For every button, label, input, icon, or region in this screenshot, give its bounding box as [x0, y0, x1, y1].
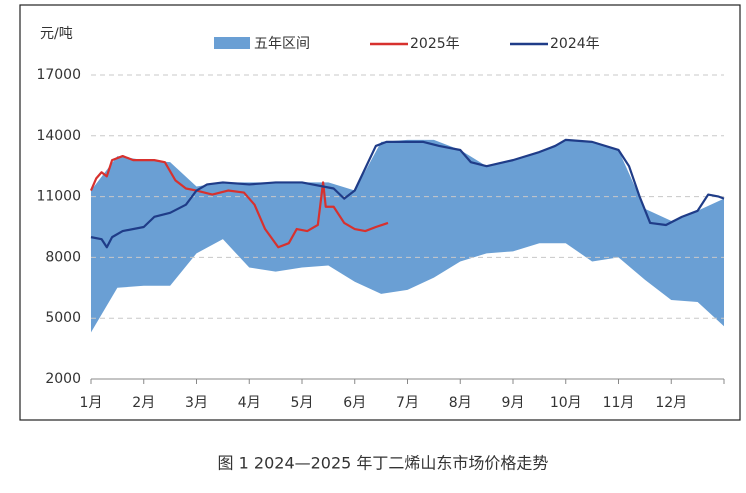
x-tick-label: 3月 [185, 395, 208, 411]
y-tick-label: 8000 [45, 249, 81, 265]
x-tick-label: 5月 [291, 395, 314, 411]
legend-label: 2024年 [550, 36, 600, 52]
x-tick-label: 4月 [238, 395, 261, 411]
y-tick-label: 2000 [45, 371, 81, 387]
line-series [90, 138, 725, 249]
range-band [91, 139, 724, 333]
x-tick-label: 10月 [550, 395, 582, 411]
y-tick-label: 17000 [36, 67, 81, 83]
x-tick-label: 7月 [396, 395, 419, 411]
legend-label: 五年区间 [254, 36, 310, 52]
y-tick-label: 11000 [36, 189, 81, 205]
x-tick-label: 9月 [502, 395, 525, 411]
legend-swatch [214, 37, 250, 49]
x-tick-label: 6月 [343, 395, 366, 411]
x-tick-label: 11月 [603, 395, 635, 411]
y-tick-label: 5000 [45, 310, 81, 326]
x-tick-label: 8月 [449, 395, 472, 411]
x-tick-label: 2月 [132, 395, 155, 411]
y-axis-label: 元/吨 [40, 26, 73, 42]
x-tick-label: 1月 [80, 395, 103, 411]
x-tick-label: 12月 [655, 395, 687, 411]
caption: 图 1 2024—2025 年丁二烯山东市场价格走势 [218, 454, 549, 473]
legend-label: 2025年 [410, 36, 460, 52]
line-series [89, 154, 389, 249]
chart-border [19, 4, 741, 421]
y-tick-label: 14000 [36, 128, 81, 144]
